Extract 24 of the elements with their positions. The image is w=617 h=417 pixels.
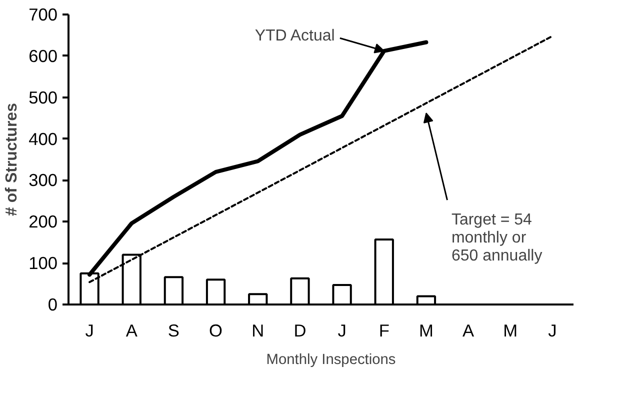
y-axis-title: # of Structures bbox=[4, 102, 21, 216]
x-tick-label: N bbox=[252, 320, 264, 340]
x-tick-label: M bbox=[418, 320, 434, 340]
y-tick-label: 600 bbox=[28, 46, 58, 66]
annotation: YTD Actual bbox=[254, 28, 335, 45]
y-tick-label: 200 bbox=[28, 212, 58, 232]
x-tick-label: S bbox=[168, 320, 180, 340]
x-tick-label: J bbox=[85, 320, 94, 340]
y-tick-label: 0 bbox=[48, 294, 58, 314]
x-tick-label: A bbox=[462, 320, 475, 340]
x-tick-label: M bbox=[503, 320, 518, 340]
y-tick-label: 400 bbox=[28, 128, 58, 149]
x-tick-label: O bbox=[209, 320, 223, 340]
x-tick-label: J bbox=[548, 320, 557, 340]
annotation: Target = 54 monthly or 650 annually bbox=[451, 212, 542, 264]
x-tick-label: D bbox=[294, 320, 306, 340]
x-tick-label: A bbox=[126, 320, 138, 340]
x-tick-label: F bbox=[378, 320, 390, 340]
x-tick-label: J bbox=[338, 320, 346, 340]
text: Monthly Inspections bbox=[266, 352, 396, 368]
y-tick-label: 100 bbox=[28, 253, 58, 274]
y-tick-label: 700 bbox=[28, 4, 58, 24]
y-tick-label: 300 bbox=[28, 170, 58, 190]
y-tick-label: 500 bbox=[28, 87, 58, 108]
